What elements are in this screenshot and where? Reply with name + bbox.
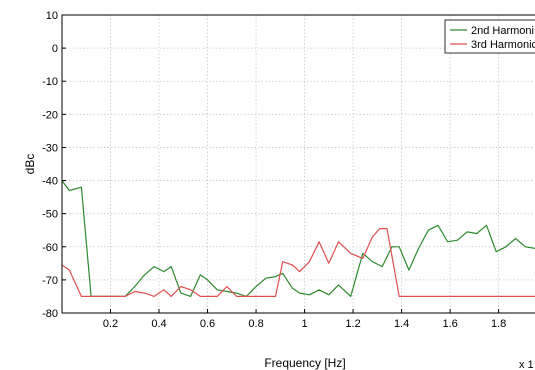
x-tick-label: 0.4 <box>151 318 166 330</box>
x-tick-label: 1.6 <box>442 318 457 330</box>
y-tick-label: -20 <box>42 109 58 121</box>
y-tick-label: 0 <box>52 43 58 55</box>
y-tick-label: -30 <box>42 142 58 154</box>
y-tick-label: 10 <box>46 10 58 22</box>
y-tick-label: -50 <box>42 209 58 221</box>
y-tick-label: -70 <box>42 275 58 287</box>
legend-entry-label: 2nd Harmoni <box>471 25 534 37</box>
x-tick-label: 0.6 <box>200 318 215 330</box>
legend-entry-label: 3rd Harmonic <box>471 39 535 51</box>
y-tick-label: -60 <box>42 242 58 254</box>
x-axis-multiplier: x 1 <box>519 359 534 370</box>
grid <box>62 15 535 313</box>
series-lines <box>61 180 535 297</box>
x-axis-title: Frequency [Hz] <box>264 356 345 370</box>
x-tick-label: 1 <box>302 318 308 330</box>
series-line-3rd-harmonic <box>61 228 535 297</box>
x-tick-label: 0.2 <box>103 318 118 330</box>
plot-area-frame <box>61 14 535 314</box>
x-tick-label: 1.8 <box>491 318 506 330</box>
x-tick-label: 1.4 <box>394 318 409 330</box>
axis-ticks: 10 0 -10 -20 -30 -40 -50 -60 -70 -80 0.2 0.4 0.6 0.8 1… <box>42 10 506 330</box>
x-tick-label: 0.8 <box>248 318 263 330</box>
legend-box <box>444 19 535 54</box>
legend: 2nd Harmoni 3rd Harmonic <box>444 19 535 54</box>
series-line-2nd-harmonic <box>61 180 535 297</box>
y-tick-label: -40 <box>42 176 58 188</box>
y-axis-title: dBc <box>23 154 37 175</box>
y-tick-label: -10 <box>42 76 58 88</box>
x-tick-label: 1.2 <box>345 318 360 330</box>
y-tick-label: -80 <box>42 308 58 320</box>
